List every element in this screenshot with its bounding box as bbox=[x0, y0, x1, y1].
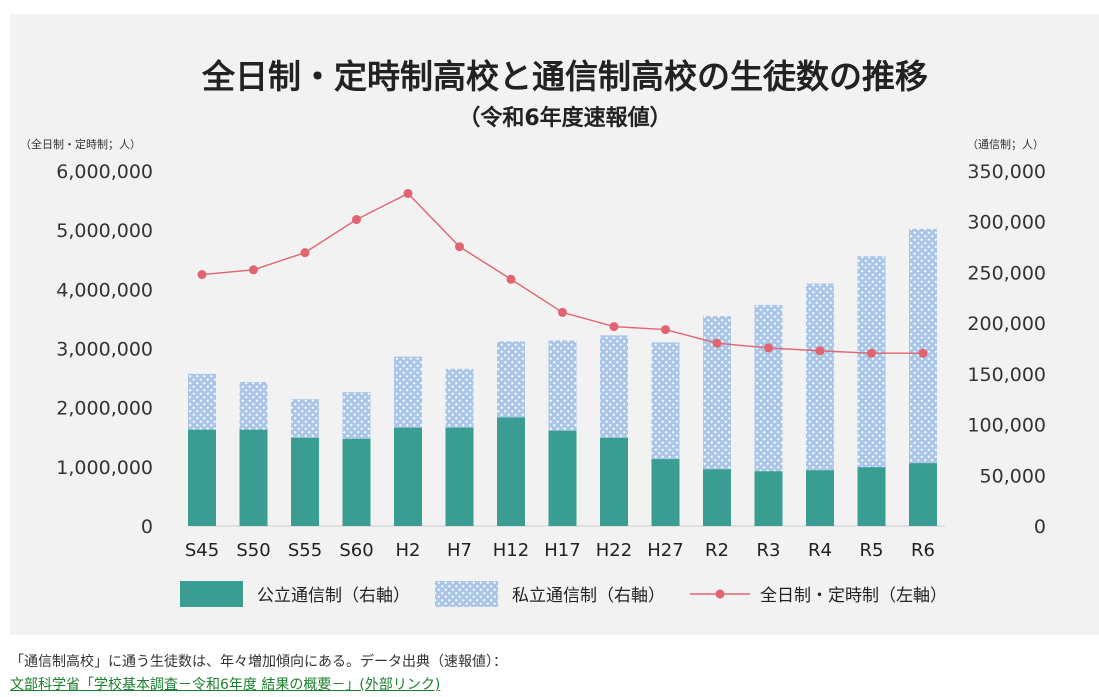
x-tick-label: R5 bbox=[860, 540, 884, 561]
bar-private bbox=[342, 392, 371, 439]
x-tick-label: S60 bbox=[339, 540, 373, 561]
bar-private bbox=[909, 228, 937, 464]
bar-private bbox=[754, 304, 783, 472]
bar-public bbox=[291, 437, 319, 526]
line-point bbox=[661, 325, 670, 335]
line-point bbox=[815, 346, 825, 356]
line-point bbox=[249, 265, 258, 275]
bar-public bbox=[394, 427, 422, 526]
x-tick-label: S45 bbox=[185, 540, 219, 561]
left-axis-unit: （全日制・定時制；人） bbox=[20, 137, 141, 151]
y-right-tick-label: 250,000 bbox=[967, 262, 1046, 284]
y-right-tick-label: 200,000 bbox=[967, 313, 1046, 335]
bar-public bbox=[806, 470, 834, 526]
y-right-tick-label: 300,000 bbox=[967, 212, 1046, 234]
bar-private bbox=[651, 342, 680, 460]
y-right-tick-label: 150,000 bbox=[967, 364, 1046, 386]
bar-private bbox=[857, 256, 886, 468]
x-tick-label: H22 bbox=[596, 540, 632, 561]
y-left-tick-label: 6,000,000 bbox=[56, 161, 153, 183]
y-left-tick-label: 1,000,000 bbox=[56, 457, 153, 479]
x-tick-label: R3 bbox=[757, 540, 781, 561]
y-left-tick-label: 3,000,000 bbox=[56, 339, 153, 361]
line-point bbox=[352, 215, 361, 225]
chart-panel: 全日制・定時制高校と通信制高校の生徒数の推移 （令和6年度速報値） （全日制・定… bbox=[10, 14, 1099, 635]
chart-title: 全日制・定時制高校と通信制高校の生徒数の推移 bbox=[201, 57, 928, 96]
y-right-tick-label: 50,000 bbox=[980, 465, 1046, 487]
line-point bbox=[197, 270, 207, 280]
x-tick-label: H27 bbox=[647, 540, 683, 561]
bar-public bbox=[445, 427, 474, 526]
line-point bbox=[455, 242, 464, 252]
bar-public bbox=[857, 467, 886, 526]
bar-private bbox=[497, 341, 525, 418]
chart-subtitle: （令和6年度速報値） bbox=[458, 105, 671, 131]
bar-private bbox=[394, 356, 422, 428]
legend-swatch-private bbox=[435, 581, 498, 607]
y-right-tick-label: 0 bbox=[1034, 516, 1046, 538]
right-axis-unit: （通信制；人） bbox=[967, 138, 1044, 151]
x-tick-label: R6 bbox=[911, 540, 935, 561]
bar-private bbox=[600, 335, 628, 438]
chart-svg: 全日制・定時制高校と通信制高校の生徒数の推移 （令和6年度速報値） （全日制・定… bbox=[20, 57, 1046, 607]
x-tick-label: S55 bbox=[288, 540, 322, 561]
line-point bbox=[867, 348, 876, 358]
bar-public bbox=[651, 459, 680, 526]
bar-private bbox=[291, 399, 319, 438]
line-point bbox=[403, 188, 413, 198]
legend-line-marker bbox=[715, 589, 725, 599]
bar-public bbox=[342, 438, 371, 526]
line-point bbox=[918, 348, 928, 358]
x-tick-label: S50 bbox=[236, 540, 270, 561]
legend: 公立通信制（右軸） 私立通信制（右軸） 全日制・定時制（左軸） bbox=[180, 581, 947, 607]
line-series bbox=[197, 188, 928, 358]
bar-public bbox=[239, 429, 268, 526]
axes: 0 1,000,000 2,000,000 3,000,000 4,000,000 5,0… bbox=[56, 161, 1046, 561]
bar-private bbox=[239, 381, 268, 430]
line-point bbox=[558, 307, 567, 317]
y-left-tick-label: 0 bbox=[141, 516, 153, 538]
y-left-tick-label: 4,000,000 bbox=[56, 279, 153, 301]
y-left-tick-label: 5,000,000 bbox=[56, 220, 153, 242]
line-point bbox=[506, 274, 516, 284]
bar-public bbox=[188, 429, 216, 526]
bar-private bbox=[188, 373, 216, 430]
bar-public bbox=[497, 417, 525, 526]
legend-swatch-public bbox=[180, 581, 243, 607]
line-point bbox=[609, 322, 619, 332]
x-tick-label: H12 bbox=[493, 540, 529, 561]
y-right-tick-label: 350,000 bbox=[967, 161, 1046, 183]
y-left-tick-label: 2,000,000 bbox=[56, 398, 153, 420]
x-tick-label: R2 bbox=[705, 540, 729, 561]
bar-public bbox=[703, 469, 731, 526]
source-link[interactable]: 文部科学省「学校基本調査－令和6年度 結果の概要－」(外部リンク) bbox=[10, 677, 441, 693]
bar-private bbox=[548, 340, 577, 431]
bar-public bbox=[600, 437, 628, 526]
legend-label-public: 公立通信制（右軸） bbox=[257, 586, 410, 606]
bar-public bbox=[548, 430, 577, 526]
bars bbox=[188, 228, 937, 526]
line-point bbox=[764, 343, 773, 353]
x-tick-label: R4 bbox=[808, 540, 832, 561]
bar-private bbox=[806, 283, 834, 471]
legend-label-total: 全日制・定時制（左軸） bbox=[760, 586, 947, 606]
bar-private bbox=[445, 368, 474, 428]
x-tick-label: H17 bbox=[544, 540, 580, 561]
caption: 「通信制高校」に通う生徒数は、年々増加傾向にある。データ出典（速報値）： bbox=[10, 654, 507, 670]
x-tick-label: H7 bbox=[447, 540, 472, 561]
x-tick-label: H2 bbox=[396, 540, 421, 561]
line-point bbox=[300, 248, 310, 258]
y-right-tick-label: 100,000 bbox=[967, 415, 1046, 437]
bar-public bbox=[754, 471, 783, 526]
legend-label-private: 私立通信制（右軸） bbox=[512, 586, 665, 606]
bar-public bbox=[909, 463, 937, 526]
line-point bbox=[712, 338, 722, 348]
